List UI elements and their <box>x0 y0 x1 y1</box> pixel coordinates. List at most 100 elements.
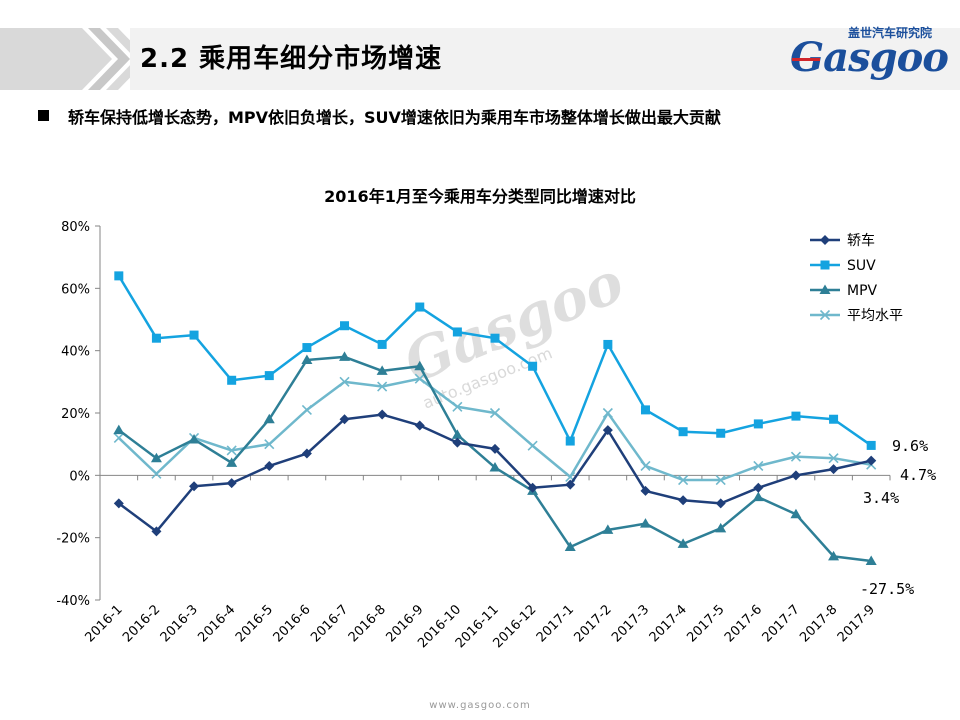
end-value-annotation: 4.7% <box>900 466 936 484</box>
x-tick-label: 2017-4 <box>647 602 690 645</box>
x-tick-label: 2017-7 <box>760 602 803 645</box>
data-point-0 <box>678 495 689 506</box>
data-point-3 <box>452 401 463 412</box>
data-point-0 <box>753 482 764 493</box>
data-point-2 <box>677 538 689 548</box>
data-point-2 <box>301 354 313 365</box>
data-point-1 <box>377 339 387 349</box>
data-point-1 <box>415 302 425 312</box>
y-tick-label: 40% <box>61 345 90 360</box>
data-point-1 <box>829 414 839 424</box>
bullet-square-icon <box>38 110 49 121</box>
data-point-3 <box>602 407 613 419</box>
data-point-0 <box>602 425 613 436</box>
data-point-1 <box>340 321 350 331</box>
end-value-annotation: -27.5% <box>860 580 914 598</box>
x-tick-label: 2016-4 <box>195 602 238 645</box>
data-point-3 <box>151 468 162 479</box>
data-point-3 <box>489 407 501 419</box>
data-point-1 <box>716 428 726 438</box>
data-point-1 <box>753 419 763 429</box>
data-point-0 <box>113 498 124 509</box>
data-point-3 <box>377 381 388 392</box>
data-point-1 <box>452 327 462 337</box>
data-point-1 <box>189 330 199 340</box>
data-point-1 <box>866 440 876 450</box>
data-point-1 <box>528 361 538 371</box>
y-tick-label: -20% <box>56 532 90 547</box>
data-point-0 <box>715 498 726 509</box>
legend-marker <box>820 260 830 270</box>
legend-marker <box>819 309 831 321</box>
header-chevrons <box>0 28 960 90</box>
header-band-left <box>0 28 112 90</box>
data-point-2 <box>752 491 764 502</box>
chart-title: 2016年1月至今乘用车分类型同比增速对比 <box>324 187 636 206</box>
data-point-0 <box>452 437 463 448</box>
data-point-3 <box>678 474 689 486</box>
header-chevron-1 <box>88 28 130 90</box>
data-point-2 <box>339 351 351 361</box>
data-point-0 <box>414 420 425 431</box>
data-point-0 <box>226 478 237 489</box>
legend-label: SUV <box>847 258 876 274</box>
data-point-2 <box>489 462 501 472</box>
data-point-1 <box>227 375 237 385</box>
data-point-1 <box>603 339 613 349</box>
logo-accent-bar <box>792 58 820 61</box>
x-tick-label: 2016-8 <box>346 602 389 645</box>
data-point-3 <box>113 432 124 443</box>
end-value-annotation: 9.6% <box>892 437 928 455</box>
x-tick-label: 2016-5 <box>233 602 276 645</box>
data-point-1 <box>490 333 500 343</box>
x-tick-label: 2017-8 <box>797 602 840 645</box>
data-point-2 <box>715 522 727 533</box>
x-tick-label: 2017-9 <box>835 602 878 645</box>
data-point-2 <box>150 452 162 463</box>
data-point-3 <box>339 376 350 387</box>
data-point-1 <box>791 411 801 421</box>
data-point-3 <box>226 445 237 456</box>
data-point-1 <box>264 371 274 381</box>
data-point-1 <box>678 427 688 437</box>
bullet-text: 轿车保持低增长态势，MPV依旧负增长，SUV增速依旧为乘用车市场整体增长做出最大… <box>68 108 721 127</box>
data-point-0 <box>151 526 162 537</box>
data-point-3 <box>753 460 764 472</box>
x-tick-label: 2017-5 <box>684 602 727 645</box>
data-point-3 <box>640 460 651 472</box>
data-point-2 <box>790 508 802 519</box>
data-point-1 <box>151 333 161 343</box>
header-band <box>130 28 960 90</box>
data-point-2 <box>639 518 651 528</box>
legend-label: 轿车 <box>847 232 875 249</box>
legend-marker <box>819 284 831 294</box>
data-point-2 <box>113 424 125 435</box>
logo-wordmark: Gasgoo <box>790 34 949 81</box>
footer-url: www.gasgoo.com <box>429 700 531 711</box>
data-point-2 <box>865 555 877 566</box>
data-point-2 <box>263 413 275 424</box>
data-point-2 <box>376 365 388 375</box>
data-point-2 <box>602 524 614 534</box>
logo-chinese-text: 盖世汽车研究院 <box>848 26 933 40</box>
legend-marker <box>820 235 830 245</box>
y-tick-label: 0% <box>69 469 90 484</box>
x-tick-label: 2016-3 <box>158 602 201 645</box>
data-point-0 <box>565 479 576 490</box>
data-point-0 <box>264 460 275 471</box>
series-line-0 <box>118 413 872 533</box>
x-tick-label: 2017-6 <box>722 602 765 645</box>
x-tick-label: 2016-6 <box>271 602 314 645</box>
data-point-3 <box>301 404 312 415</box>
data-point-2 <box>188 433 200 444</box>
legend-label: 平均水平 <box>847 308 903 324</box>
data-point-0 <box>828 464 839 475</box>
legend-label: MPV <box>847 283 878 299</box>
end-value-annotation: 3.4% <box>863 489 899 507</box>
data-point-1 <box>565 436 575 446</box>
data-point-1 <box>302 343 312 353</box>
data-point-0 <box>790 470 801 481</box>
data-point-0 <box>189 481 200 492</box>
data-point-0 <box>490 443 500 454</box>
data-point-3 <box>527 440 538 451</box>
